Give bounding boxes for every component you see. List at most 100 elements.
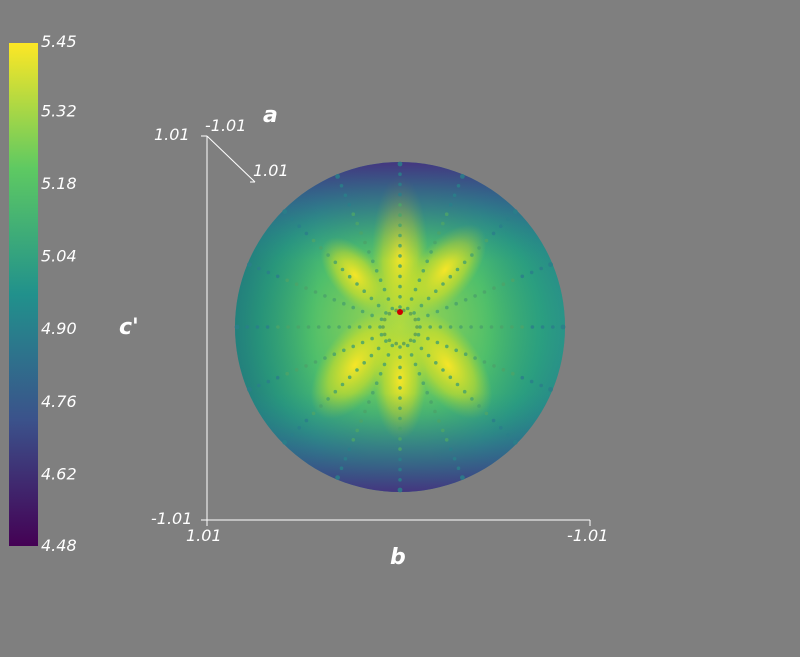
sample-point — [398, 437, 402, 441]
sample-point — [444, 212, 449, 216]
sample-point — [347, 375, 352, 380]
sample-point — [255, 325, 260, 329]
sample-point — [390, 306, 395, 311]
b-axis-tick-left: 1.01 — [186, 526, 222, 545]
sample-point — [337, 325, 341, 329]
sample-point — [347, 447, 352, 452]
sample-point — [398, 305, 402, 309]
sample-point — [398, 274, 402, 279]
sample-point — [421, 269, 426, 273]
sample-point — [347, 325, 352, 329]
sample-point — [370, 313, 374, 318]
sample-point — [379, 317, 384, 322]
sample-point — [413, 362, 418, 367]
c-axis-tick-min: -1.01 — [151, 509, 192, 528]
sample-point — [429, 250, 433, 254]
sample-point — [398, 457, 402, 462]
colorbar-tick-label: 4.62 — [41, 464, 77, 483]
sample-point — [419, 303, 424, 308]
sample-point — [501, 282, 506, 287]
sample-point — [382, 317, 387, 322]
sample-point — [510, 325, 514, 329]
sample-point — [319, 246, 323, 250]
sample-point — [409, 353, 414, 357]
sample-point — [482, 360, 487, 364]
sample-point — [340, 267, 345, 272]
sample-point — [520, 375, 525, 380]
sample-points — [234, 161, 566, 493]
sample-point — [425, 259, 430, 264]
sample-point — [275, 375, 280, 380]
sample-point — [417, 372, 422, 376]
sample-point — [539, 383, 543, 388]
sample-point — [426, 353, 431, 358]
sample-point — [332, 298, 337, 302]
sample-point — [379, 332, 384, 337]
sample-point — [398, 396, 402, 400]
sphere-surface — [234, 161, 566, 493]
sample-point — [413, 332, 418, 337]
colorbar: 5.45 5.32 5.18 5.04 4.90 4.76 4.62 4.48 — [9, 32, 77, 555]
sample-point — [362, 289, 367, 294]
sample-point — [445, 344, 449, 349]
sample-point — [398, 203, 402, 207]
sample-point — [405, 343, 410, 348]
sample-point — [560, 324, 566, 330]
sample-point — [382, 362, 387, 367]
sample-point — [398, 355, 402, 360]
sample-point — [463, 352, 468, 357]
sample-point — [438, 325, 443, 329]
sample-point — [455, 382, 460, 387]
sample-point — [520, 274, 525, 279]
sample-point — [367, 400, 371, 404]
sample-point — [501, 368, 506, 372]
sample-point — [378, 372, 383, 376]
sample-point — [319, 404, 323, 408]
sample-point — [326, 397, 330, 401]
sample-point — [387, 338, 392, 343]
sample-point — [266, 270, 271, 275]
sample-point — [304, 364, 308, 368]
sample-point — [512, 439, 518, 445]
sample-point — [506, 217, 510, 221]
sample-point — [355, 368, 359, 372]
colorbar-tick-label: 5.32 — [41, 101, 77, 120]
sample-point — [362, 361, 367, 365]
sample-point — [473, 356, 477, 360]
sample-point — [452, 193, 457, 198]
sample-point — [387, 311, 392, 316]
sample-point — [282, 439, 288, 445]
sample-point — [492, 364, 496, 368]
a-axis-line — [206, 135, 256, 183]
sample-point — [511, 278, 515, 283]
sample-point — [491, 231, 496, 236]
sample-point — [540, 325, 545, 329]
sample-point — [408, 311, 413, 316]
sample-point — [470, 253, 474, 257]
sample-point — [304, 418, 309, 423]
sample-point — [398, 447, 402, 451]
sample-point — [441, 428, 445, 433]
colorbar-tick-label: 5.45 — [41, 32, 77, 51]
sample-point — [367, 250, 371, 254]
sample-point — [355, 428, 360, 433]
sample-point — [548, 262, 553, 267]
sample-point — [492, 286, 496, 290]
sample-point — [539, 266, 543, 271]
sample-point — [416, 332, 421, 337]
sample-point — [469, 325, 473, 329]
sample-point — [456, 184, 461, 188]
sample-point — [462, 389, 467, 394]
sample-point — [402, 341, 406, 346]
sample-point — [340, 382, 345, 387]
sample-point — [368, 325, 372, 329]
sample-point — [357, 325, 362, 329]
sample-point — [363, 240, 367, 245]
sample-point — [506, 433, 510, 437]
sample-point — [359, 419, 363, 423]
colorbar-tick-labels: 5.45 5.32 5.18 5.04 4.90 4.76 4.62 4.48 — [41, 32, 77, 555]
sample-point — [456, 466, 461, 471]
sample-point — [323, 356, 327, 360]
center-marker — [397, 309, 403, 315]
sample-point — [323, 294, 327, 298]
